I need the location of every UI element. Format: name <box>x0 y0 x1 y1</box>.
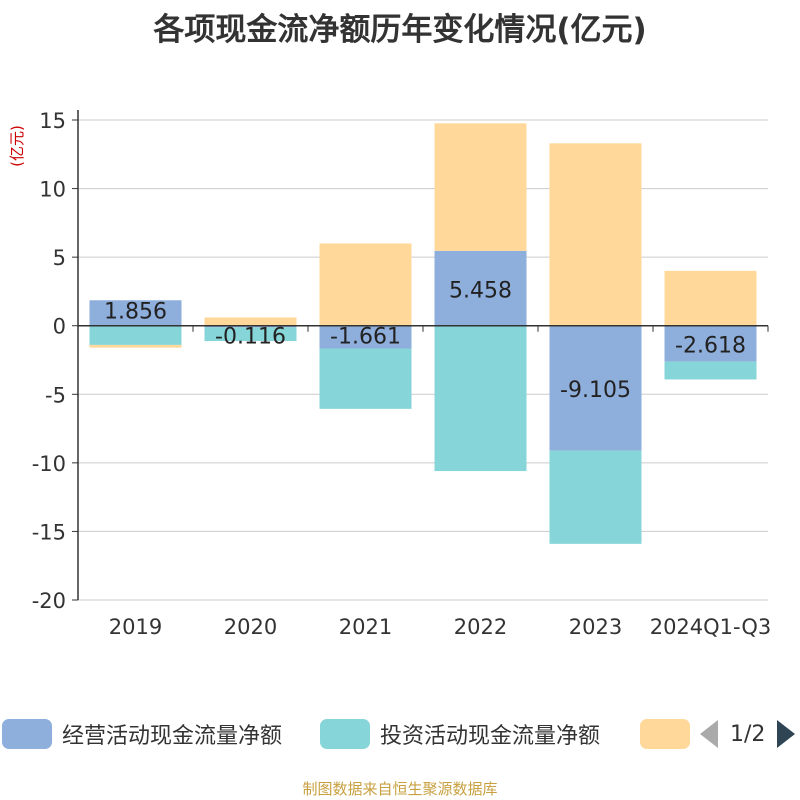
legend-prev-arrow-icon[interactable] <box>700 720 718 748</box>
data-label-operating-2023: -9.105 <box>560 378 631 403</box>
chart-plot: 15 10 5 0 -5 -10 -15 -20 2019 2020 2021 2022 2023 202… <box>8 109 772 639</box>
bar-financing-2024Q1-Q3 <box>664 270 757 326</box>
bar-investing-2019 <box>89 325 182 345</box>
y-axis-unit-label: (亿元) <box>8 125 26 167</box>
data-label-operating-2019: 1.856 <box>104 299 167 324</box>
legend-item-operating[interactable]: 经营活动现金流量净额 <box>2 716 282 752</box>
y-tick-label: -5 <box>45 383 66 407</box>
y-tick-label: 15 <box>39 109 66 133</box>
legend-item-investing[interactable]: 投资活动现金流量净额 <box>320 716 600 752</box>
legend-item-financing[interactable] <box>640 716 700 752</box>
source-note: 制图数据来自恒生聚源数据库 <box>302 780 498 798</box>
legend-pager: 1/2 <box>700 716 796 752</box>
x-tick-label: 2023 <box>569 615 622 639</box>
bar-financing-2020 <box>204 317 297 326</box>
y-tick-label: -15 <box>32 520 66 544</box>
bar-financing-2022 <box>434 123 527 251</box>
bar-operating-2021 <box>319 325 412 349</box>
bar-financing-2019 <box>89 344 182 348</box>
y-tick-label: 5 <box>53 246 66 270</box>
chart-title: 各项现金流净额历年变化情况(亿元) <box>153 12 647 48</box>
bar-investing-2023 <box>549 450 642 544</box>
legend: 经营活动现金流量净额 投资活动现金流量净额 <box>0 716 800 756</box>
y-tick-label: 0 <box>53 315 66 339</box>
y-tick-label: -10 <box>32 452 66 476</box>
data-label-operating-2024Q1-Q3: -2.618 <box>675 334 746 359</box>
legend-swatch-investing <box>320 719 370 749</box>
x-tick-label: 2024Q1-Q3 <box>650 615 772 639</box>
bar-operating-2023 <box>549 325 642 451</box>
axes: 15 10 5 0 -5 -10 -15 -20 2019 2020 2021 2022 2023 202… <box>32 109 772 639</box>
legend-swatch-financing <box>640 719 690 749</box>
bar-operating-2024Q1-Q3 <box>664 325 757 362</box>
x-tick-label: 2021 <box>339 615 392 639</box>
x-tick-label: 2020 <box>224 615 277 639</box>
bar-investing-2024Q1-Q3 <box>664 361 757 380</box>
y-tick-label: 10 <box>39 178 66 202</box>
bar-operating-2020 <box>204 325 297 328</box>
legend-swatch-operating <box>2 719 52 749</box>
bar-operating-2019 <box>89 300 182 326</box>
bars <box>89 123 757 544</box>
data-labels: 1.856 -0.116 -1.661 5.458 -9.105 -2.618 <box>104 278 746 403</box>
bar-investing-2021 <box>319 348 412 409</box>
x-tick-label: 2022 <box>454 615 507 639</box>
data-label-operating-2020: -0.116 <box>215 325 286 350</box>
data-label-operating-2021: -1.661 <box>330 325 401 350</box>
y-tick-label: -20 <box>32 589 66 613</box>
bar-financing-2023 <box>549 143 642 326</box>
data-label-operating-2022: 5.458 <box>449 278 512 303</box>
bar-financing-2021 <box>319 243 412 326</box>
legend-label-investing: 投资活动现金流量净额 <box>380 724 601 749</box>
bar-operating-2022 <box>434 250 527 326</box>
x-tick-label: 2019 <box>109 615 162 639</box>
legend-next-arrow-icon[interactable] <box>777 720 796 748</box>
bar-investing-2020 <box>204 327 297 342</box>
bar-investing-2022 <box>434 325 527 472</box>
legend-page-indicator: 1/2 <box>730 721 766 747</box>
legend-label-operating: 经营活动现金流量净额 <box>62 724 283 749</box>
grid-lines <box>78 119 768 601</box>
